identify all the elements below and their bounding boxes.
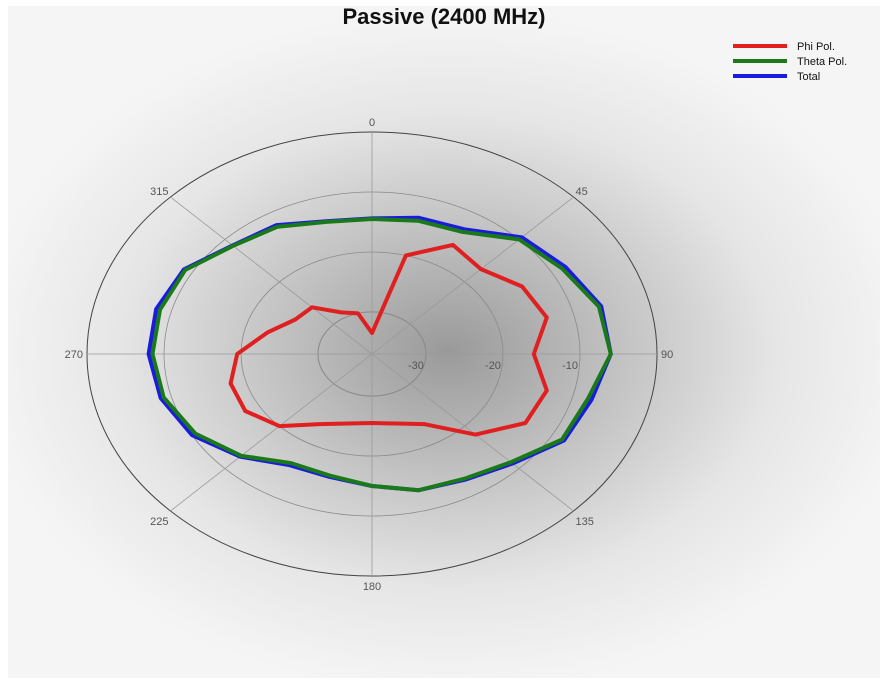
angle-tick-label: 0 [369, 117, 375, 129]
spoke-line [170, 196, 373, 355]
angle-tick-label: 315 [150, 186, 168, 198]
spoke-line [170, 353, 373, 512]
series-lines [146, 215, 613, 493]
legend-label-total: Total [797, 71, 820, 83]
radial-tick-label: -10 [562, 360, 578, 372]
series-line-phi-pol [228, 242, 549, 437]
radial-tick-label: -20 [485, 360, 501, 372]
angle-tick-label: 225 [150, 516, 168, 528]
legend-label-theta-pol: Theta Pol. [797, 56, 847, 68]
spoke-line [371, 196, 574, 355]
radial-tick-label: -30 [408, 360, 424, 372]
chart-title: Passive (2400 MHz) [342, 4, 546, 29]
angle-tick-label: 90 [661, 349, 673, 361]
radial-tick-labels: -30 -20 -10 [408, 360, 578, 372]
polar-grid [86, 131, 658, 577]
angle-tick-labels: 0 45 90 135 180 225 270 315 [65, 117, 674, 593]
angle-tick-label: 270 [65, 349, 83, 361]
angle-tick-label: 135 [576, 516, 594, 528]
angle-tick-label: 180 [363, 581, 381, 593]
series-line-theta-pol [150, 217, 613, 493]
legend: Phi Pol. Theta Pol. Total [733, 41, 847, 83]
angle-tick-label: 45 [576, 186, 588, 198]
legend-label-phi-pol: Phi Pol. [797, 41, 835, 53]
